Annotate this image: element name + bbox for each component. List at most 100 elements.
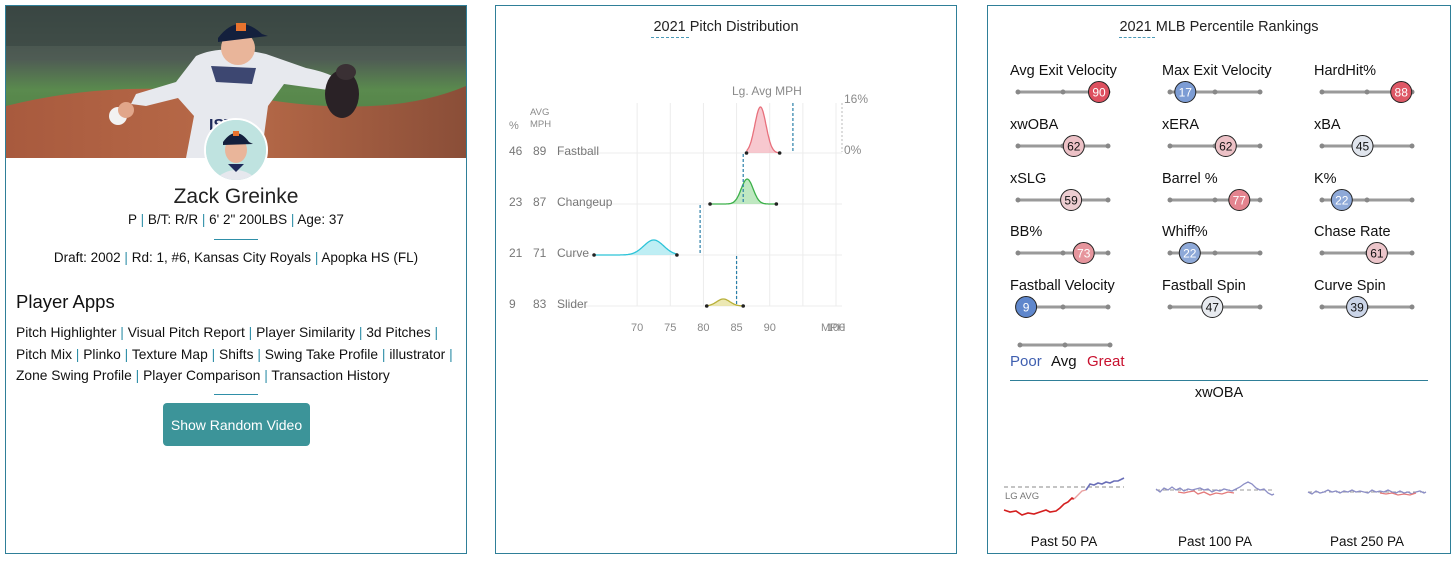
pitch-usage-pct: 46 xyxy=(509,144,523,158)
pitch-distribution-panel: 2021 Pitch Distribution 46 89 Fastball 23 87… xyxy=(495,5,957,554)
percentile-marker xyxy=(1365,242,1388,264)
player-name: Zack Greinke xyxy=(173,185,299,208)
xwoba-past-250-line xyxy=(1307,489,1427,495)
draft-year: Draft: 2002 xyxy=(53,250,121,265)
pitch-distribution-title: 2021 Pitch Distribution xyxy=(653,19,799,35)
separator: | xyxy=(201,212,206,227)
divider xyxy=(1010,380,1428,381)
percentile-metric-label: K% xyxy=(1314,171,1337,187)
x-tick-label: 85 xyxy=(730,322,742,334)
range-max-dot xyxy=(675,253,679,257)
player-age: Age: 37 xyxy=(297,212,344,227)
percentile-slider: 62 xyxy=(1015,135,1111,157)
percentile-marker xyxy=(1214,135,1237,157)
app-link[interactable]: Plinko xyxy=(83,346,121,362)
show-random-video-button[interactable]: Show Random Video xyxy=(163,403,310,446)
pitch-avg-mph: 71 xyxy=(533,246,547,260)
xwoba-past-50-above-line xyxy=(1085,477,1125,491)
app-link[interactable]: Pitch Mix xyxy=(16,346,72,362)
pitch-density-area xyxy=(594,240,677,255)
app-link[interactable]: Pitch Highlighter xyxy=(16,325,117,340)
percentile-slider: 45 xyxy=(1319,135,1415,157)
app-link[interactable]: Player Comparison xyxy=(143,368,261,383)
percentile-slider: 17 xyxy=(1167,81,1263,103)
app-link[interactable]: Shifts xyxy=(219,346,254,362)
xwoba-past-50-mid-line xyxy=(1073,489,1087,500)
separator: | xyxy=(253,346,265,362)
percentile-value: 22 xyxy=(1183,247,1197,261)
past-250-pa-label: Past 250 PA xyxy=(1329,534,1405,549)
separator: | xyxy=(314,250,319,265)
app-link[interactable]: 3d Pitches xyxy=(366,325,431,340)
app-link[interactable]: Texture Map xyxy=(131,346,208,362)
pitch-type-name: Fastball xyxy=(557,144,599,158)
xwoba-past-50-below-line xyxy=(1003,497,1075,516)
range-max-dot xyxy=(777,151,782,155)
pitch-type-name: Changeup xyxy=(557,195,613,209)
x-tick-label: 90 xyxy=(764,322,776,334)
separator: | xyxy=(131,368,144,383)
percentile-metric-label: xSLG xyxy=(1010,171,1047,187)
player-draft-line: Draft: 2002 | Rd: 1, #6, Kansas City Roy… xyxy=(6,250,466,265)
percentile-metric-label: HardHit% xyxy=(1314,63,1377,79)
percentile-rankings-title: 2021 MLB Percentile Rankings xyxy=(1119,19,1319,35)
x-tick-label: 80 xyxy=(697,322,709,334)
percentile-metric-label: Barrel % xyxy=(1162,171,1218,187)
pct-column-header: % xyxy=(509,120,519,132)
percentile-rankings-panel: 2021 MLB Percentile Rankings Avg Exit Ve… xyxy=(987,5,1451,554)
x-tick-label: 70 xyxy=(631,322,643,334)
xwoba-past-100-chart xyxy=(1155,481,1275,496)
separator: | xyxy=(244,325,257,340)
range-max-dot xyxy=(774,202,779,206)
pitch-type-name: Slider xyxy=(557,297,588,311)
app-link[interactable]: Transaction History xyxy=(271,368,390,383)
percentile-value: 59 xyxy=(1064,194,1078,208)
app-link[interactable]: Zone Swing Profile xyxy=(16,368,132,383)
separator: | xyxy=(354,325,367,340)
percentile-metric-label: Max Exit Velocity xyxy=(1162,63,1272,79)
separator: | xyxy=(260,368,272,383)
percentile-metric-label: Chase Rate xyxy=(1314,224,1391,240)
percentile-marker xyxy=(1060,189,1083,211)
xwoba-past-250-below-line xyxy=(1379,492,1417,496)
percentile-metric-label: xwOBA xyxy=(1010,117,1059,133)
percentile-metric-label: xERA xyxy=(1162,117,1200,133)
avg-column-header: AVG xyxy=(530,107,549,118)
player-panel: ISTR Zack Greinke P | B/T: R/R | 6' 2 xyxy=(5,5,467,554)
pitch-usage-pct: 23 xyxy=(509,195,523,209)
x-tick-label: 75 xyxy=(664,322,676,334)
lg-avg-mph-label: Lg. Avg MPH xyxy=(732,84,802,98)
separator: | xyxy=(71,346,84,362)
percentile-value: 22 xyxy=(1335,194,1349,208)
percentile-slider: 62 xyxy=(1167,135,1263,157)
x-tick-label: 100 xyxy=(827,322,845,334)
percentile-value: 90 xyxy=(1092,86,1106,100)
legend-avg: Avg xyxy=(1051,353,1077,370)
percentile-metric-label: BB% xyxy=(1010,224,1043,240)
pitch-density-curve xyxy=(746,106,780,154)
percentile-slider: 77 xyxy=(1167,189,1263,211)
range-min-dot xyxy=(704,304,709,308)
percentile-value: 9 xyxy=(1023,301,1030,315)
past-100-pa-label: Past 100 PA xyxy=(1177,534,1253,549)
percentile-marker xyxy=(1330,189,1353,211)
lg-avg-label: LG AVG xyxy=(1005,491,1039,502)
percentile-slider: 73 xyxy=(1015,242,1111,264)
app-link[interactable]: Swing Take Profile xyxy=(264,346,379,362)
percentile-slider: 9 xyxy=(1015,296,1111,318)
percentile-value: 62 xyxy=(1067,140,1081,154)
percentile-marker xyxy=(1201,296,1224,318)
pitch-avg-mph: 87 xyxy=(533,195,547,209)
separator: | xyxy=(290,212,295,227)
percentile-slider: 47 xyxy=(1167,296,1263,318)
draft-round: Rd: 1, #6, Kansas City Royals xyxy=(131,250,312,265)
app-link[interactable]: Player Similarity xyxy=(256,325,355,340)
pitch-type-name: Curve xyxy=(557,246,589,260)
app-link[interactable]: Visual Pitch Report xyxy=(127,325,245,340)
app-link[interactable]: illustrator xyxy=(389,346,446,362)
player-position: P xyxy=(128,212,137,227)
pitch-avg-mph: 83 xyxy=(533,297,547,311)
percentile-slider: 22 xyxy=(1167,242,1263,264)
title-underline xyxy=(651,37,689,38)
density-scale-bottom: 0% xyxy=(844,143,862,157)
